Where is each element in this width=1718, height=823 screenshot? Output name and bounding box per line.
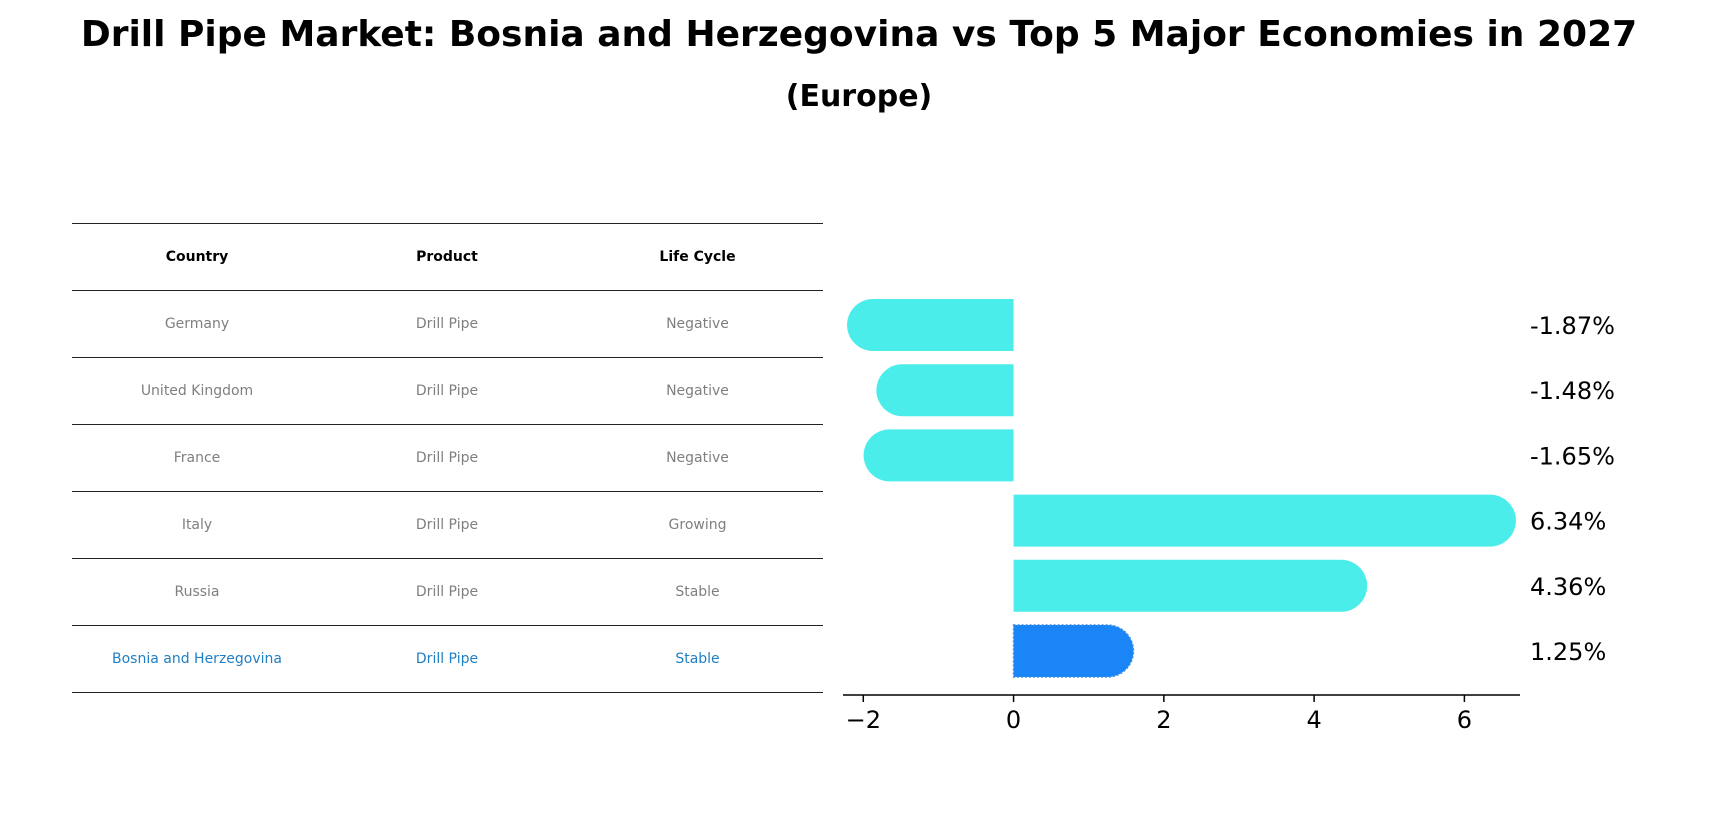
cell-life-cycle: Stable [572, 558, 823, 626]
bar [876, 364, 1014, 417]
header-country: Country [72, 223, 322, 291]
bar-highlighted [1012, 624, 1135, 678]
comparison-table: Country Product Life Cycle Germany Drill… [72, 223, 823, 693]
header-life-cycle: Life Cycle [572, 223, 823, 291]
table-row: Russia Drill Pipe Stable [72, 558, 823, 626]
bar [1013, 494, 1516, 547]
value-label: -1.65% [1530, 442, 1615, 470]
bar [847, 299, 1014, 351]
x-tick-label: 0 [1006, 706, 1021, 734]
cell-country: France [72, 424, 322, 492]
x-tick-label: 2 [1156, 706, 1171, 734]
x-tick-label: 4 [1306, 706, 1321, 734]
value-label: 4.36% [1530, 573, 1606, 601]
value-label: 6.34% [1530, 508, 1606, 536]
table-row: Germany Drill Pipe Negative [72, 290, 823, 358]
table-row-highlighted: Bosnia and Herzegovina Drill Pipe Stable [72, 625, 823, 693]
chart-title: Drill Pipe Market: Bosnia and Herzegovin… [80, 14, 1638, 55]
cell-life-cycle: Negative [572, 424, 823, 492]
header-product: Product [322, 223, 572, 291]
cell-country: Italy [72, 491, 322, 559]
cell-country: Russia [72, 558, 322, 626]
cell-country: Germany [72, 290, 322, 358]
cell-life-cycle: Stable [572, 625, 823, 693]
x-tick-label: −2 [846, 706, 881, 734]
table-header-row: Country Product Life Cycle [72, 223, 823, 291]
chart-subtitle: (Europe) [785, 79, 933, 114]
cell-country: United Kingdom [72, 357, 322, 425]
value-label: -1.87% [1530, 312, 1615, 340]
cell-life-cycle: Growing [572, 491, 823, 559]
x-tick-label: 6 [1457, 706, 1472, 734]
cell-life-cycle: Negative [572, 290, 823, 358]
table-row: Italy Drill Pipe Growing [72, 491, 823, 559]
table-row: United Kingdom Drill Pipe Negative [72, 357, 823, 425]
cell-product: Drill Pipe [322, 290, 572, 358]
cell-life-cycle: Negative [572, 357, 823, 425]
bar [863, 429, 1014, 482]
value-label: 1.25% [1530, 638, 1606, 666]
bar [1013, 559, 1368, 612]
cell-product: Drill Pipe [322, 491, 572, 559]
cell-product: Drill Pipe [322, 424, 572, 492]
cell-product: Drill Pipe [322, 558, 572, 626]
cell-product: Drill Pipe [322, 357, 572, 425]
cell-product: Drill Pipe [322, 625, 572, 693]
table-row: France Drill Pipe Negative [72, 424, 823, 492]
cell-country: Bosnia and Herzegovina [72, 625, 322, 693]
value-label: -1.48% [1530, 377, 1615, 405]
